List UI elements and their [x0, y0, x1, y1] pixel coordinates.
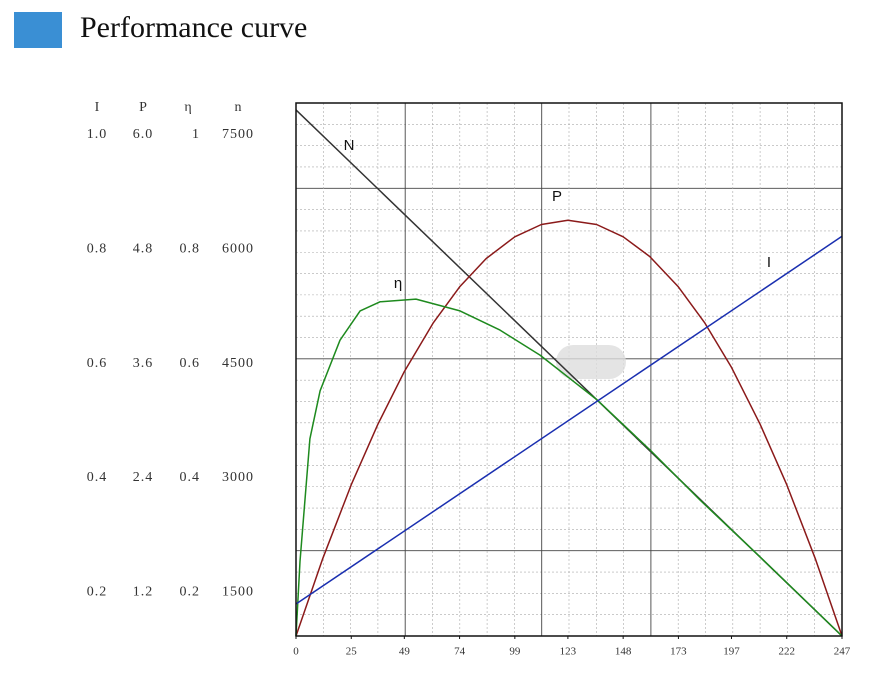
x-tick-label: 0 — [293, 646, 299, 658]
x-tick-label: 247 — [834, 646, 851, 658]
scale-label: 0.8 — [180, 242, 201, 257]
scale-header: n — [235, 100, 242, 115]
curve-label: N — [344, 137, 355, 154]
x-tick-label: 173 — [670, 646, 687, 658]
scale-label: 3000 — [222, 470, 254, 485]
scale-label: 1.0 — [87, 127, 108, 142]
curve — [295, 298, 843, 637]
scale-label: 0.2 — [87, 584, 108, 599]
scale-label: 7500 — [222, 127, 254, 142]
scale-header: I — [95, 100, 100, 115]
x-tick-label: 25 — [346, 646, 358, 658]
curve-label: I — [767, 254, 771, 271]
x-tick-label: 197 — [723, 646, 740, 658]
x-tick-label: 49 — [399, 646, 411, 658]
x-tick-label: 74 — [454, 646, 466, 658]
title-icon — [14, 12, 62, 48]
scale-label: 4.8 — [133, 242, 154, 257]
scale-label: 0.6 — [87, 356, 108, 371]
x-tick-label: 99 — [509, 646, 521, 658]
scale-label: 6.0 — [133, 127, 154, 142]
curves — [295, 109, 843, 637]
scale-header: η — [184, 100, 191, 115]
scale-label: 0.4 — [180, 470, 201, 485]
x-tick-label: 222 — [778, 646, 795, 658]
curve-label: η — [394, 275, 402, 292]
scale-label: 0.4 — [87, 470, 108, 485]
curve — [295, 235, 843, 605]
scale-label: 1500 — [222, 584, 254, 599]
scale-label: 1.2 — [133, 584, 154, 599]
page-title: Performance curve — [80, 11, 307, 44]
x-tick-label: 148 — [615, 646, 632, 658]
scale-label: 3.6 — [133, 356, 154, 371]
scale-label: 0.2 — [180, 584, 201, 599]
curve-label: P — [552, 188, 562, 205]
scale-label: 6000 — [222, 242, 254, 257]
scale-label: 0.8 — [87, 242, 108, 257]
curve — [295, 219, 843, 637]
scale-label: 1 — [192, 127, 200, 142]
x-tick-label: 123 — [560, 646, 577, 658]
scale-header: P — [139, 100, 147, 115]
scale-label: 4500 — [222, 356, 254, 371]
watermark — [556, 345, 626, 379]
scale-label: 0.6 — [180, 356, 201, 371]
plot-frame — [295, 102, 843, 637]
scale-label: 2.4 — [133, 470, 154, 485]
